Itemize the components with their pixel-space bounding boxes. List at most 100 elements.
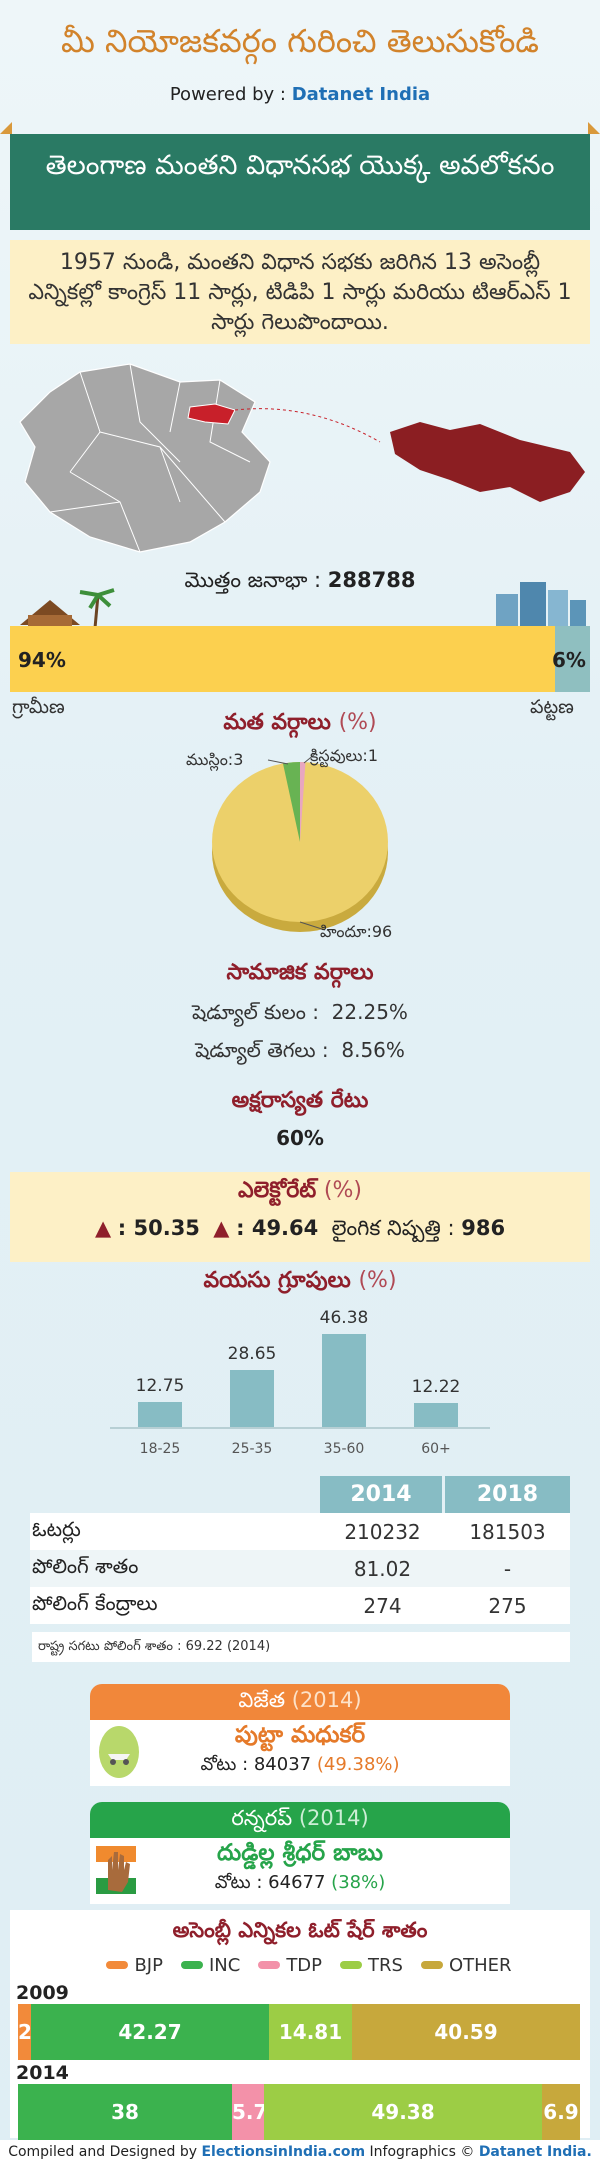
- female-icon: ▲: [213, 1216, 230, 1240]
- page-title: మీ నియోజకవర్గం గురించి తెలుసుకోండి: [60, 22, 539, 60]
- winner-year: (2014): [291, 1688, 362, 1712]
- age-heading: వయసు గ్రూపులు (%): [0, 1268, 600, 1298]
- col-header-2018: 2018: [445, 1476, 570, 1513]
- runner-up-name: దుడ్డిల్ల శ్రీధర్ బాబు: [217, 1840, 383, 1866]
- electorate-row: ▲ : 50.35 ▲ : 49.64 లైంగిక నిష్పత్తి : 9…: [0, 1216, 600, 1246]
- age-title: వయసు గ్రూపులు: [203, 1268, 351, 1293]
- table-row: ఓటర్లు 210232 181503: [30, 1513, 570, 1550]
- legend-label-inc: INC: [208, 1955, 241, 1976]
- age-value-label: 46.38: [319, 1308, 369, 1329]
- footer-brand-link[interactable]: Datanet India.: [478, 2144, 592, 2160]
- sc-row: షెడ్యూల్ కులం : 22.25%: [0, 1000, 600, 1029]
- age-unit: (%): [358, 1268, 397, 1293]
- year-label-2009: 2009: [16, 1982, 69, 2004]
- sex-ratio-value: 986: [461, 1216, 506, 1240]
- runner-up-card: [90, 1838, 510, 1904]
- row-label-polling-stations: పోలింగ్ కేంద్రాలు: [30, 1587, 320, 1624]
- legend-label-trs: TRS: [368, 1955, 403, 1976]
- urban-label: పట్టణ: [530, 696, 574, 718]
- cell-voters-2018: 181503: [445, 1513, 570, 1550]
- urban-percent: 6%: [552, 648, 586, 672]
- vote-share-segment-trs: 14.81: [269, 2004, 352, 2060]
- legend-label-bjp: BJP: [134, 1955, 163, 1976]
- banner-fold-left: [0, 122, 12, 134]
- winner-votes-pct: (49.38%): [316, 1754, 400, 1775]
- age-bar-35-60: [322, 1334, 366, 1427]
- intro-text: 1957 నుండి, మంతని విధాన సభకు జరిగిన 13 అ…: [10, 240, 590, 344]
- male-value: : 50.35: [117, 1216, 200, 1240]
- city-icon: [496, 582, 586, 628]
- table-corner: [30, 1476, 320, 1513]
- vote-share-segment-bjp: 2.34: [18, 2004, 67, 2060]
- female-value: : 49.64: [236, 1216, 319, 1240]
- congress-hand-symbol-icon: [96, 1846, 136, 1894]
- winner-heading: విజేత: [238, 1688, 286, 1712]
- social-heading: సామాజిక వర్గాలు: [226, 960, 374, 985]
- cell-polling-2014: 81.02: [320, 1550, 445, 1587]
- sc-value: 22.25%: [331, 1000, 408, 1024]
- year-label-2014: 2014: [16, 2062, 69, 2084]
- age-category-label: 25-35: [231, 1441, 273, 1457]
- cell-stations-2014: 274: [320, 1587, 445, 1624]
- population-label: మొత్తం జనాభా :: [184, 568, 322, 592]
- vote-share-segment-tdp: 5.72: [232, 2084, 281, 2140]
- age-category-label: 60+: [421, 1441, 451, 1457]
- runner-up-votes-label: వోటు : 64677: [214, 1872, 326, 1893]
- age-bar-18-25: [138, 1401, 182, 1427]
- pie-label-muslim: ముస్లిం:3: [186, 750, 244, 769]
- cell-voters-2014: 210232: [320, 1513, 445, 1550]
- urban-population-bar: [555, 626, 590, 692]
- electorate-heading: ఎలెక్టోరేట్ (%): [0, 1178, 600, 1208]
- winner-votes: వోటు : 84037 (49.38%): [90, 1754, 510, 1779]
- pie-slice-christian: [300, 762, 306, 842]
- constituency-highlight: [187, 403, 236, 425]
- religion-title: మత వర్గాలు: [223, 710, 331, 735]
- footer: Compiled and Designed by ElectionsinIndi…: [0, 2140, 600, 2166]
- vote-share-legend: BJP INC TDP TRS OTHER: [0, 1955, 600, 1976]
- religion-unit: (%): [338, 710, 377, 735]
- electorate-title: ఎలెక్టోరేట్: [237, 1178, 317, 1203]
- state-map-shape: [19, 363, 271, 553]
- population-value: 288788: [327, 568, 416, 592]
- vote-share-bar-2014: 38 5.72 49.38 6.9: [18, 2084, 580, 2140]
- powered-by-label: Powered by :: [169, 84, 286, 105]
- age-axis-line: [110, 1427, 490, 1429]
- pie-label-hindu: హిందూ:96: [320, 922, 393, 941]
- winner-card: [90, 1720, 510, 1786]
- age-category-label: 18-25: [139, 1441, 181, 1457]
- brand-logo-text[interactable]: Datanet India: [291, 84, 431, 105]
- pie-label-christian: క్రిస్టవులు:1: [310, 746, 379, 765]
- row-label-polling-percent: పోలింగ్ శాతం: [30, 1550, 320, 1587]
- age-category-label: 35-60: [323, 1441, 365, 1457]
- literacy-heading: అక్షరాస్యత రేటు: [231, 1088, 369, 1113]
- table-row: పోలింగ్ శాతం 81.02 -: [30, 1550, 570, 1587]
- winner-header: విజేత (2014): [90, 1684, 510, 1720]
- footer-site-link[interactable]: ElectionsinIndia.com: [201, 2144, 366, 2160]
- vote-share-segment-other: 40.59: [352, 2004, 580, 2060]
- legend-swatch-tdp: [258, 1960, 281, 1969]
- banner-fold-right: [588, 122, 600, 134]
- male-icon: ▲: [94, 1216, 112, 1240]
- runner-up-heading: రన్నరప్: [231, 1806, 293, 1830]
- constituency-banner: తెలంగాణ మంతని విధానసభ యొక్క అవలోకనం: [10, 134, 590, 230]
- telangana-map: [19, 363, 585, 553]
- vote-share-segment-other: 6.9: [542, 2084, 580, 2140]
- constituency-zoom-shape: [390, 422, 585, 502]
- winner-name: పుట్టా మధుకర్: [234, 1722, 366, 1748]
- rural-percent: 94%: [18, 648, 66, 672]
- population-row: మొత్తం జనాభా : 288788: [0, 568, 600, 598]
- runner-up-votes-pct: (38%): [331, 1872, 386, 1893]
- vote-share-title: అసెంబ్లీ ఎన్నికల ఓట్ షేర్ శాతం: [172, 1918, 428, 1942]
- st-row: షెడ్యూల్ తెగలు : 8.56%: [0, 1038, 600, 1067]
- table-row: పోలింగ్ కేంద్రాలు 274 275: [30, 1587, 570, 1624]
- age-bar-60+: [414, 1402, 458, 1427]
- election-stats-table: 2014 2018 ఓటర్లు 210232 181503 పోలింగ్ శ…: [30, 1476, 570, 1624]
- runner-up-year: (2014): [298, 1806, 369, 1830]
- electorate-unit: (%): [323, 1178, 362, 1203]
- age-bar-25-35: [230, 1369, 274, 1427]
- vote-share-segment-inc: 38: [18, 2084, 232, 2140]
- legend-label-other: OTHER: [448, 1955, 512, 1976]
- trs-party-symbol-icon: [99, 1726, 139, 1778]
- electorate-box: [10, 1172, 590, 1262]
